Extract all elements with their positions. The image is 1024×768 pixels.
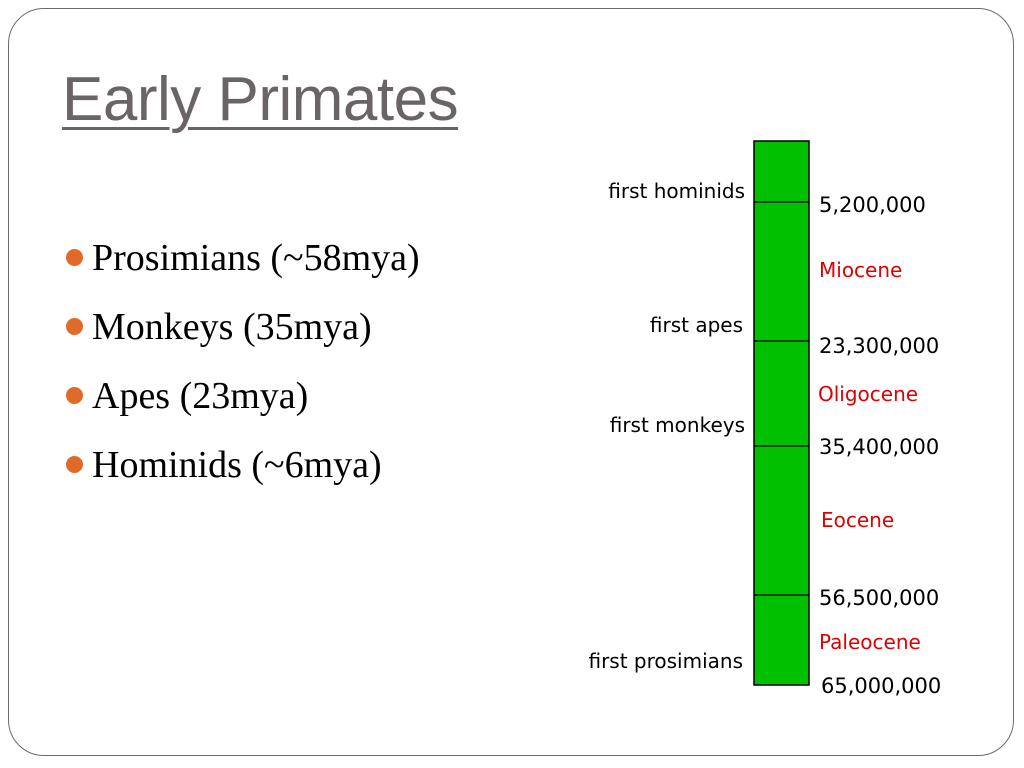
epoch-label-miocene: Miocene [819,258,902,282]
timeline-bar [753,140,810,686]
event-label-first-hominids: first hominids [608,179,745,203]
bullet-text: Apes (23mya) [92,375,309,417]
epoch-label-eocene: Eocene [821,508,894,532]
bullet-text: Hominids (~6mya) [92,444,382,486]
slide-frame [8,8,1014,756]
bullet-text: Monkeys (35mya) [92,306,372,348]
bullet-dot-icon [66,249,83,266]
event-label-first-prosimians: first prosimians [588,649,743,673]
boundary-year-label: 5,200,000 [819,193,926,217]
bullet-text: Prosimians (~58mya) [92,237,420,279]
event-label-first-apes: first apes [650,313,743,337]
boundary-year-label: 23,300,000 [819,334,939,358]
slide-title: Early Primates [62,65,459,134]
bullet-item: Hominids (~6mya) [64,439,420,508]
bullet-dot-icon [66,456,83,473]
epoch-label-paleocene: Paleocene [819,630,921,654]
bullet-dot-icon [66,387,83,404]
epoch-label-oligocene: Oligocene [818,382,918,406]
bullet-item: Monkeys (35mya) [64,301,420,370]
bullet-dot-icon [66,318,83,335]
boundary-year-label: 35,400,000 [819,435,939,459]
bullet-item: Apes (23mya) [64,370,420,439]
event-label-first-monkeys: first monkeys [610,413,745,437]
boundary-year-label: 65,000,000 [821,674,941,698]
bullet-item: Prosimians (~58mya) [64,232,420,301]
bullet-list: Prosimians (~58mya) Monkeys (35mya) Apes… [64,232,420,508]
boundary-year-label: 56,500,000 [819,586,939,610]
